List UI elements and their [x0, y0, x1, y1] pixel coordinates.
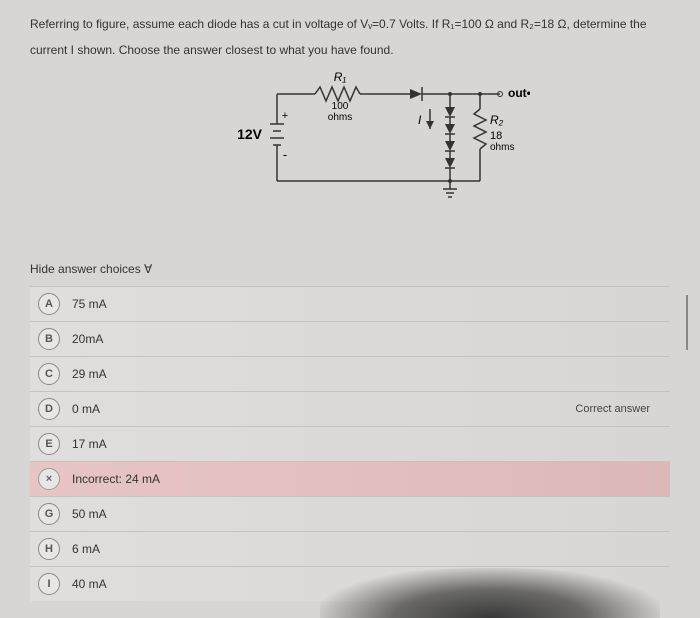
choice-text: 29 mA: [72, 367, 107, 381]
correct-answer-label: Correct answer: [575, 403, 650, 415]
choices-list: A 75 mA B 20mA C 29 mA D 0 mA Correct answer E 17 …: [30, 286, 670, 601]
choice-text: 75 mA: [72, 297, 107, 311]
scrollbar-indicator: [686, 295, 688, 350]
hide-choices-toggle[interactable]: Hide answer choices Ɐ: [30, 262, 670, 276]
plus-sign: +: [282, 110, 288, 122]
choice-row[interactable]: × Incorrect: 24 mA: [30, 461, 670, 496]
question-line1: Referring to figure, assume each diode h…: [30, 15, 670, 33]
choice-text: 40 mA: [72, 577, 107, 591]
choice-letter: C: [38, 363, 60, 385]
r1-value: 100: [332, 101, 349, 112]
r2-unit: ohms: [490, 142, 514, 153]
choice-row[interactable]: C 29 mA: [30, 356, 670, 391]
choice-row[interactable]: E 17 mA: [30, 426, 670, 461]
r2-value: 18: [490, 130, 502, 142]
choice-row[interactable]: A 75 mA: [30, 286, 670, 321]
choice-text: 50 mA: [72, 507, 107, 521]
out-label: out•••: [508, 86, 530, 100]
current-label: I: [418, 113, 422, 127]
choice-letter: G: [38, 503, 60, 525]
shadow-artifact: [320, 568, 660, 618]
circuit-diagram: 12V + - R₁ 100 ohms out••• I: [30, 69, 670, 212]
choice-letter: I: [38, 573, 60, 595]
choice-text: Incorrect: 24 mA: [72, 472, 160, 486]
source-label: 12V: [237, 126, 263, 142]
choice-row[interactable]: B 20mA: [30, 321, 670, 356]
choice-letter: H: [38, 538, 60, 560]
choice-row[interactable]: D 0 mA Correct answer: [30, 391, 670, 426]
choice-text: 0 mA: [72, 402, 100, 416]
choice-text: 17 mA: [72, 437, 107, 451]
choice-row[interactable]: G 50 mA: [30, 496, 670, 531]
choice-text: 20mA: [72, 332, 103, 346]
circuit-svg: 12V + - R₁ 100 ohms out••• I: [170, 69, 530, 209]
question-line2: current I shown. Choose the answer close…: [30, 41, 670, 59]
choice-letter: B: [38, 328, 60, 350]
r2-name: R₂: [490, 113, 504, 127]
r1-unit: ohms: [328, 112, 352, 123]
choice-letter: E: [38, 433, 60, 455]
choice-text: 6 mA: [72, 542, 100, 556]
r1-name: R₁: [334, 70, 347, 84]
choice-letter: A: [38, 293, 60, 315]
choice-row[interactable]: H 6 mA: [30, 531, 670, 566]
choice-letter: D: [38, 398, 60, 420]
incorrect-icon: ×: [38, 468, 60, 490]
minus-sign: -: [283, 147, 287, 162]
